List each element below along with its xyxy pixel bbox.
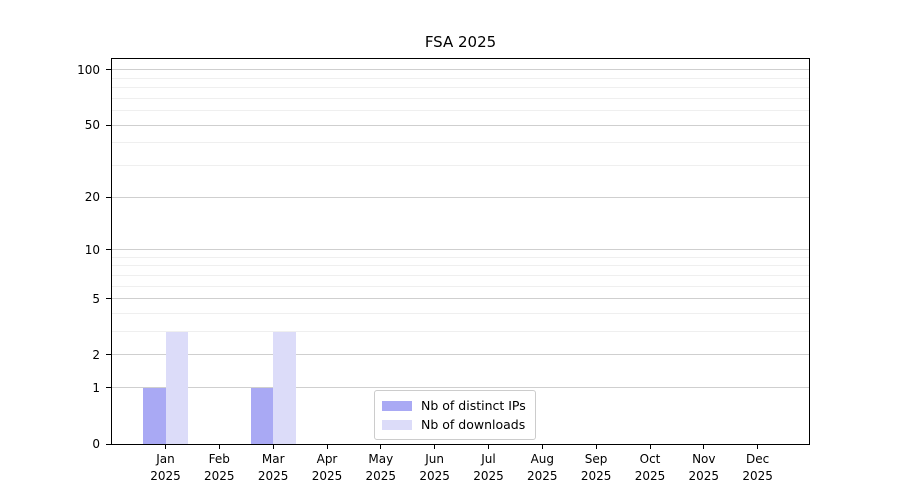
- x-tick-label: Jul 2025: [457, 451, 521, 485]
- minor-gridline: [112, 77, 809, 79]
- minor-gridline: [112, 265, 809, 267]
- x-tick-mark: [434, 445, 436, 449]
- y-tick-label: 100: [77, 62, 100, 77]
- legend-item-distinct-ips: Nb of distinct IPs: [382, 396, 526, 415]
- minor-gridline: [112, 110, 809, 111]
- x-tick-label-year: 2025: [473, 469, 504, 483]
- minor-gridline: [112, 256, 809, 258]
- bar-distinct-ips: [143, 387, 166, 444]
- y-tick-mark: [106, 443, 111, 445]
- bar-downloads: [273, 331, 296, 444]
- x-tick-label-year: 2025: [688, 469, 720, 483]
- x-tick-label-year: 2025: [527, 469, 558, 483]
- major-gridline: [112, 196, 809, 198]
- x-tick-mark: [326, 445, 328, 449]
- x-tick-label-year: 2025: [580, 469, 612, 483]
- x-tick-mark: [703, 445, 705, 449]
- x-tick-mark: [757, 445, 759, 449]
- x-tick-label-year: 2025: [150, 469, 181, 483]
- minor-gridline: [112, 285, 809, 287]
- x-tick-label-year: 2025: [257, 469, 289, 483]
- minor-gridline: [112, 87, 809, 88]
- y-tick-label: 10: [84, 242, 100, 257]
- x-tick-label: Aug 2025: [510, 451, 574, 485]
- y-tick-mark: [106, 354, 111, 356]
- bar-distinct-ips: [250, 387, 274, 444]
- legend-swatch-distinct-ips-icon: [382, 400, 412, 411]
- x-tick-mark: [541, 445, 543, 449]
- x-tick-label: Apr 2025: [295, 451, 359, 485]
- legend-label-distinct-ips: Nb of distinct IPs: [421, 398, 526, 413]
- x-tick-label: Jan 2025: [134, 451, 198, 485]
- major-gridline: [112, 387, 809, 389]
- x-tick-label: Jun 2025: [403, 451, 467, 485]
- y-tick-mark: [106, 249, 111, 250]
- legend-label-downloads: Nb of downloads: [421, 417, 526, 432]
- x-tick-label-year: 2025: [419, 469, 450, 483]
- y-tick-label: 50: [84, 118, 100, 132]
- major-gridline: [112, 298, 809, 300]
- x-tick-label-year: 2025: [742, 469, 773, 483]
- y-tick-mark: [106, 387, 111, 389]
- x-tick-mark: [595, 445, 597, 449]
- y-tick-label: 20: [84, 190, 100, 204]
- minor-gridline: [112, 97, 809, 99]
- y-tick-label: 1: [92, 380, 100, 395]
- major-gridline: [112, 69, 809, 71]
- x-tick-mark: [272, 445, 274, 449]
- y-tick-mark: [106, 298, 111, 300]
- major-gridline: [112, 124, 809, 126]
- y-tick-mark: [106, 124, 111, 126]
- minor-gridline: [112, 312, 809, 314]
- minor-gridline: [112, 331, 809, 332]
- x-tick-mark: [165, 445, 166, 449]
- x-tick-mark: [218, 445, 220, 449]
- legend-swatch-downloads-icon: [382, 419, 412, 430]
- x-tick-label: Feb 2025: [187, 451, 251, 485]
- plot-area: Nb of distinct IPs Nb of downloads: [111, 58, 810, 445]
- chart-title: FSA 2025: [424, 33, 497, 51]
- x-tick-label: Nov 2025: [672, 451, 736, 485]
- x-tick-mark: [649, 445, 651, 449]
- y-tick-mark: [106, 196, 111, 198]
- x-tick-label: Mar 2025: [241, 451, 305, 485]
- minor-gridline: [112, 274, 809, 276]
- x-tick-label: Oct 2025: [618, 451, 682, 485]
- y-tick-label: 0: [92, 437, 100, 451]
- y-tick-label: 2: [92, 347, 100, 362]
- major-gridline: [112, 354, 809, 356]
- x-tick-label-year: 2025: [634, 469, 666, 483]
- y-tick-mark: [106, 69, 111, 71]
- minor-gridline: [112, 164, 809, 166]
- x-tick-mark: [488, 445, 489, 449]
- x-tick-label: Sep 2025: [564, 451, 628, 485]
- bar-downloads: [165, 331, 188, 444]
- x-tick-label-year: 2025: [365, 469, 397, 483]
- major-gridline: [112, 249, 809, 250]
- x-tick-label-year: 2025: [311, 469, 343, 483]
- legend: Nb of distinct IPs Nb of downloads: [374, 390, 536, 440]
- x-tick-label-year: 2025: [204, 469, 235, 483]
- x-tick-label: May 2025: [349, 451, 413, 485]
- legend-item-downloads: Nb of downloads: [382, 415, 526, 434]
- y-tick-label: 5: [92, 291, 100, 306]
- x-tick-label: Dec 2025: [726, 451, 790, 485]
- x-tick-mark: [380, 445, 382, 449]
- minor-gridline: [112, 142, 809, 144]
